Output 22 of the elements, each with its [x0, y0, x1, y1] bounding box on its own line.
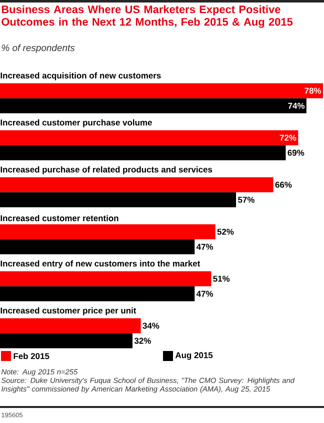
y-tick-label: Increased customer retention	[0, 214, 118, 222]
data-label: 57%	[238, 196, 254, 203]
y-tick-label: Increased entry of new customers into the market	[0, 260, 200, 268]
chart-title: Business Areas Where US Marketers Expect Positive Outcomes in the Next 12 Months, Feb 2015 & Aug 2015	[2, 5, 293, 28]
legend-label: Aug 2015	[175, 352, 213, 360]
y-tick-label: Increased acquisition of new customers	[0, 72, 161, 80]
y-tick-label: Increased customer purchase volume	[0, 119, 152, 128]
y-tick-label: Increased purchase of related products and services	[0, 166, 212, 174]
data-label: 52%	[217, 228, 234, 235]
data-label: 78%	[304, 88, 322, 94]
legend-label: Feb 2015	[14, 352, 50, 360]
y-tick-label: Increased customer price per unit	[0, 307, 136, 316]
data-label: 34%	[142, 322, 160, 329]
data-label: 32%	[134, 338, 151, 344]
chart-subtitle: % of respondents	[2, 44, 75, 54]
data-label: 47%	[196, 290, 214, 297]
data-label: 51%	[213, 276, 230, 282]
data-label: 66%	[275, 182, 292, 188]
data-label: 47%	[196, 244, 214, 250]
data-label: 72%	[280, 134, 296, 141]
data-label: 74%	[288, 102, 305, 109]
data-label: 69%	[288, 150, 304, 156]
